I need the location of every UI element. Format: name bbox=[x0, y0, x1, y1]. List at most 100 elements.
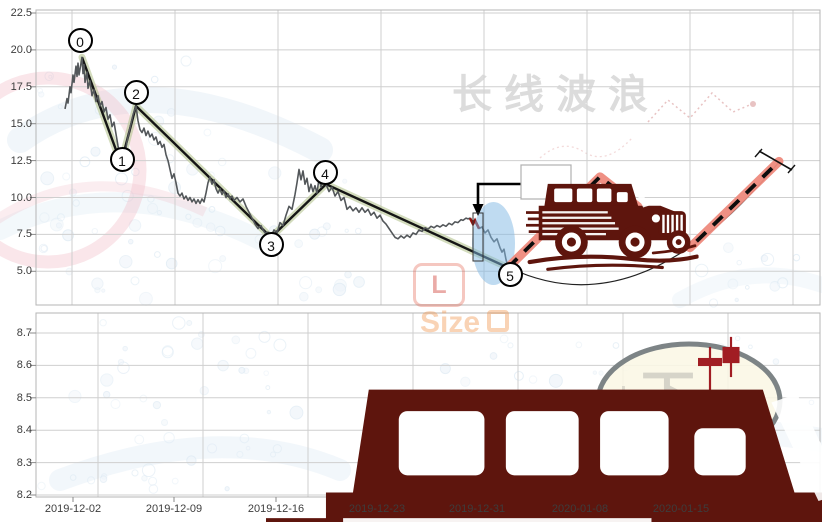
wave-foam-dot bbox=[147, 195, 155, 203]
wave-foam-dot bbox=[156, 209, 162, 216]
wave-foam-dot bbox=[87, 476, 96, 485]
wave-foam-dot bbox=[354, 227, 362, 235]
wave-foam-dot bbox=[141, 463, 156, 478]
wave-foam-dot bbox=[734, 297, 739, 303]
wave-foam-dot bbox=[748, 344, 753, 350]
wave-foam-dot bbox=[185, 213, 192, 220]
wave-foam-dot bbox=[37, 481, 46, 491]
wave-foam-dot bbox=[245, 347, 257, 359]
wave-foam-dot bbox=[139, 291, 153, 306]
top-y-axis-label: 10.0 bbox=[10, 191, 32, 204]
wave-foam-dot bbox=[332, 282, 347, 297]
logo-watermark-box: L bbox=[413, 263, 465, 307]
wave-foam-dot bbox=[99, 319, 107, 327]
wave-foam-dot bbox=[528, 375, 538, 384]
wave-foam-dot bbox=[268, 166, 282, 180]
wave-label-1: 1 bbox=[109, 146, 135, 172]
wave-foam-dot bbox=[315, 286, 323, 294]
wave-foam-dot bbox=[342, 178, 348, 184]
wave-foam-dot bbox=[39, 212, 50, 223]
wave-foam-dot bbox=[134, 434, 145, 445]
wave-foam-dot bbox=[734, 335, 741, 342]
top-y-axis-label: 22.5 bbox=[10, 7, 32, 19]
wave-foam-dot bbox=[148, 476, 158, 486]
wave-foam-dot bbox=[44, 71, 54, 81]
wave-foam-dot bbox=[117, 361, 130, 374]
red-stamp-swoosh bbox=[0, 181, 208, 224]
wave-foam-dot bbox=[344, 228, 349, 233]
wave-foam-dot bbox=[62, 172, 71, 181]
wave-foam-dot bbox=[55, 222, 62, 229]
size-watermark-square bbox=[487, 310, 510, 332]
jeep-mini-icon bbox=[526, 184, 697, 269]
bottom-y-axis-label: 8.2 bbox=[16, 489, 32, 501]
wave-swoosh bbox=[0, 192, 270, 250]
wave-foam-dot bbox=[90, 146, 101, 157]
wave-foam-dot bbox=[79, 156, 91, 168]
wave-foam-dot bbox=[239, 433, 250, 444]
wave-foam-dot bbox=[507, 342, 514, 349]
wave-foam-dot bbox=[238, 366, 246, 374]
wave-foam-dot bbox=[206, 443, 218, 454]
wave-foam-dot bbox=[258, 330, 271, 343]
wave-foam-dot bbox=[40, 171, 55, 186]
wave-foam-dot bbox=[598, 370, 604, 376]
wave-foam-dot bbox=[299, 276, 313, 290]
wave-foam-dot bbox=[761, 252, 775, 266]
wave-foam-dot bbox=[723, 242, 734, 254]
wave-foam-dot bbox=[111, 64, 118, 70]
bottom-y-axis-label: 8.3 bbox=[16, 456, 32, 469]
wave-foam-dot bbox=[91, 277, 104, 290]
top-y-axis-label: 17.5 bbox=[10, 80, 32, 93]
wave-foam-dot bbox=[69, 474, 77, 481]
wave-label-4: 4 bbox=[312, 159, 338, 185]
wave-foam-dot bbox=[160, 418, 169, 427]
wave-foam-dot bbox=[186, 455, 197, 466]
wave-foam-dot bbox=[172, 316, 186, 330]
wave-foam-dot bbox=[130, 276, 140, 286]
top-y-axis-label: 5.0 bbox=[16, 265, 32, 278]
wave-foam-dot bbox=[769, 280, 781, 292]
wave-label-2: 2 bbox=[123, 79, 149, 105]
candle-body bbox=[698, 357, 722, 367]
wave-foam-dot bbox=[147, 131, 162, 146]
wave-foam-dot bbox=[121, 189, 134, 203]
wave-foam-dot bbox=[165, 154, 175, 164]
wave-foam-dot bbox=[148, 484, 159, 494]
wave-label-3: 3 bbox=[258, 231, 284, 257]
chart-annotations bbox=[472, 164, 697, 269]
long-wave-watermark-text: 长线波浪 bbox=[452, 73, 660, 117]
forecast-tip-hooks bbox=[754, 148, 796, 174]
wave-foam-dot bbox=[62, 229, 75, 242]
callout-arrow-line bbox=[476, 182, 521, 206]
wave-foam-dot bbox=[708, 298, 719, 308]
wave-foam-dot bbox=[489, 352, 498, 360]
wave-foam-dot bbox=[48, 74, 53, 79]
top-y-axis-label: 15.0 bbox=[10, 117, 32, 130]
wave-foam-dot bbox=[205, 222, 216, 232]
wave-foam-dot bbox=[131, 469, 139, 477]
wave-foam-dot bbox=[219, 255, 227, 262]
wave-foam-dot bbox=[592, 370, 598, 375]
wave-foam-dot bbox=[231, 335, 241, 345]
wave-foam-dot bbox=[110, 399, 121, 410]
wave-foam-dot bbox=[208, 206, 216, 213]
dotted-zigzag-watermark bbox=[647, 91, 753, 123]
wave-foam-dot bbox=[322, 222, 331, 231]
wave-foam-dot bbox=[150, 75, 159, 84]
wave-foam-dot bbox=[744, 285, 750, 290]
wave-foam-dot bbox=[236, 450, 244, 458]
top-y-axis-label: 7.5 bbox=[16, 228, 32, 241]
wave-foam-dot bbox=[294, 239, 304, 249]
wave-foam-dot bbox=[208, 259, 223, 274]
wave-foam-dot bbox=[38, 243, 49, 254]
wave-foam-dot bbox=[265, 385, 271, 391]
panel-border bbox=[35, 9, 821, 306]
wave-foam-dot bbox=[99, 475, 108, 483]
wave-foam-dot bbox=[91, 227, 99, 235]
wave-foam-dot bbox=[180, 55, 192, 67]
wave-foam-dot bbox=[513, 370, 524, 381]
bottom-y-axis-label: 8.4 bbox=[16, 424, 32, 437]
wave-foam-dot bbox=[119, 254, 133, 269]
wave-foam-dot bbox=[117, 358, 125, 366]
